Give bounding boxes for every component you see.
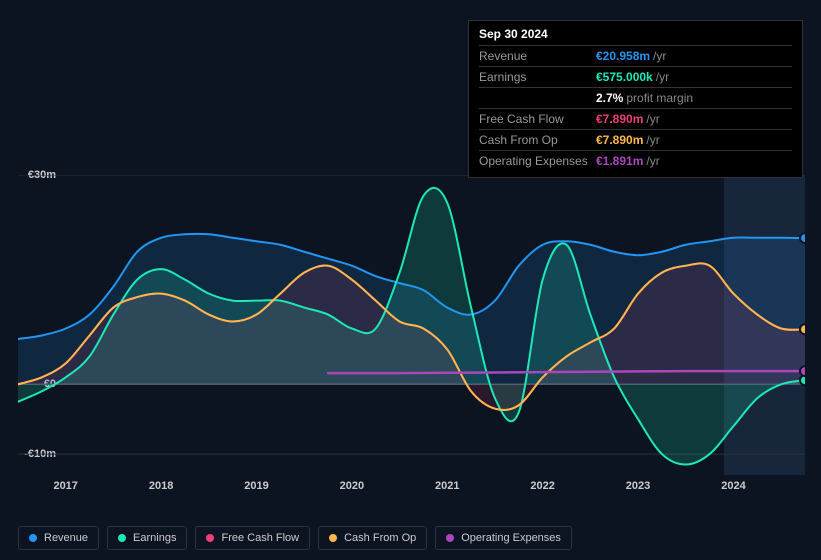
tooltip-row-unit: /yr: [653, 48, 666, 64]
x-axis-label: 2023: [626, 480, 650, 492]
tooltip-row: Revenue€20.958m/yr: [479, 45, 792, 66]
tooltip-row-label: Cash From Op: [479, 132, 596, 148]
legend-item-earnings[interactable]: Earnings: [107, 526, 187, 550]
legend-label: Free Cash Flow: [221, 532, 299, 544]
tooltip-row: Earnings€575.000k/yr: [479, 66, 792, 87]
x-axis-label: 2021: [435, 480, 459, 492]
x-axis-label: 2019: [244, 480, 268, 492]
x-axis-label: 2017: [53, 480, 77, 492]
tooltip-date: Sep 30 2024: [479, 27, 792, 41]
legend-dot-icon: [329, 534, 337, 542]
x-axis-label: 2024: [721, 480, 745, 492]
tooltip-extra-label: profit margin: [626, 90, 693, 106]
x-axis-label: 2022: [530, 480, 554, 492]
legend-item-revenue[interactable]: Revenue: [18, 526, 99, 550]
tooltip-row-label: Operating Expenses: [479, 153, 596, 169]
tooltip-row-unit: /yr: [656, 69, 669, 85]
x-axis-labels: 2017 2018 2019 2020 2021 2022 2023 2024: [18, 480, 805, 500]
legend-item-cash-from-op[interactable]: Cash From Op: [318, 526, 427, 550]
legend-dot-icon: [446, 534, 454, 542]
legend-dot-icon: [29, 534, 37, 542]
tooltip-row-unit: /yr: [646, 132, 659, 148]
tooltip-row: Cash From Op€7.890m/yr: [479, 129, 792, 150]
legend-label: Cash From Op: [344, 532, 416, 544]
legend-dot-icon: [118, 534, 126, 542]
tooltip-row-unit: /yr: [646, 111, 659, 127]
tooltip-row: Free Cash Flow€7.890m/yr: [479, 108, 792, 129]
tooltip-row-value: €20.958m: [596, 48, 650, 64]
chart-plot[interactable]: [18, 175, 805, 475]
legend-label: Earnings: [133, 532, 176, 544]
tooltip-row-value: €575.000k: [596, 69, 653, 85]
x-axis-label: 2020: [340, 480, 364, 492]
x-axis-label: 2018: [149, 480, 173, 492]
cfo-end-dot: [800, 324, 805, 334]
tooltip-row-value: €7.890m: [596, 132, 643, 148]
legend-label: Revenue: [44, 532, 88, 544]
legend-item-free-cash-flow[interactable]: Free Cash Flow: [195, 526, 310, 550]
legend-label: Operating Expenses: [461, 532, 561, 544]
legend-item-operating-expenses[interactable]: Operating Expenses: [435, 526, 572, 550]
tooltip-row-unit: /yr: [646, 153, 659, 169]
tooltip-extra-value: 2.7%: [596, 90, 623, 106]
tooltip-row-value: €7.890m: [596, 111, 643, 127]
tooltip-row-label: Revenue: [479, 48, 596, 64]
tooltip-row: Operating Expenses€1.891m/yr: [479, 150, 792, 171]
opex-end-dot: [800, 366, 805, 376]
tooltip-row-label: Free Cash Flow: [479, 111, 596, 127]
tooltip-row-extra: 2.7%profit margin: [479, 87, 792, 108]
tooltip-row-label: Earnings: [479, 69, 596, 85]
chart-area: €30m€0-€10m 2017201820192020202120222023…: [18, 155, 805, 515]
legend-dot-icon: [206, 534, 214, 542]
chart-legend: Revenue Earnings Free Cash Flow Cash From O…: [18, 526, 572, 550]
revenue-end-dot: [800, 233, 805, 243]
tooltip-row-value: €1.891m: [596, 153, 643, 169]
chart-tooltip: Sep 30 2024 Revenue€20.958m/yrEarnings€5…: [468, 20, 803, 178]
